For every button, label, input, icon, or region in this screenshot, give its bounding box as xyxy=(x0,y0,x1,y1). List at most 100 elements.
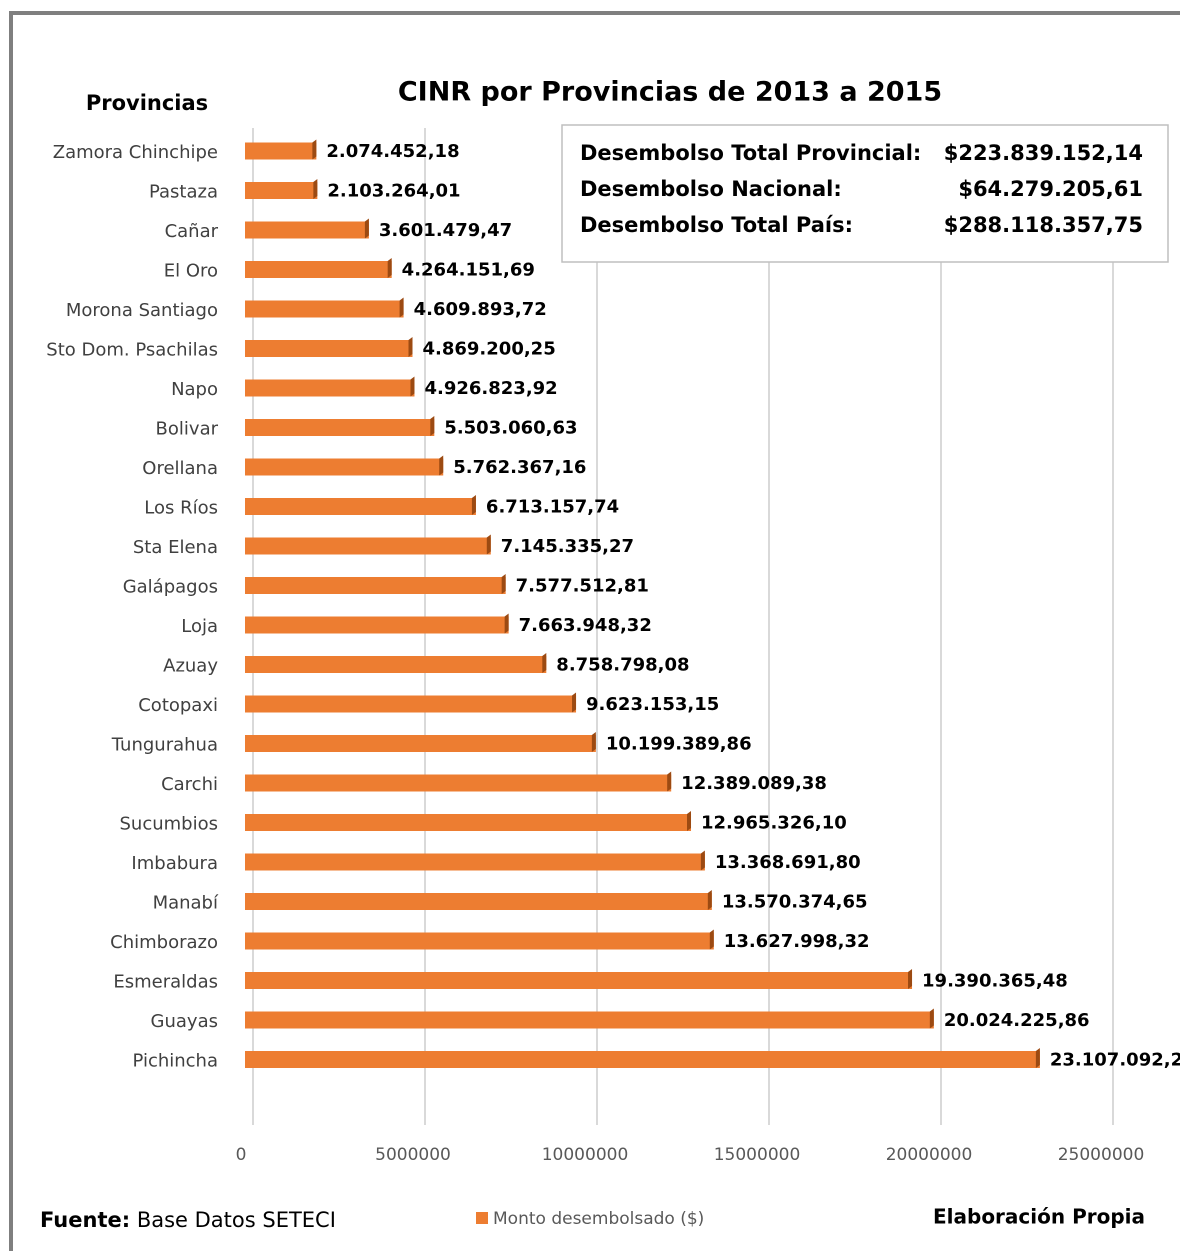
value-label: 6.713.157,74 xyxy=(486,497,619,518)
value-label: 7.663.948,32 xyxy=(519,615,652,636)
y-tick-label: El Oro xyxy=(164,261,218,282)
x-tick-label: 25000000 xyxy=(1058,1145,1145,1165)
y-tick-label: Los Ríos xyxy=(144,498,218,519)
chart-title: CINR por Provincias de 2013 a 2015 xyxy=(398,77,942,108)
y-tick-label: Manabí xyxy=(153,893,219,914)
value-label: 12.389.089,38 xyxy=(681,773,827,794)
bar xyxy=(245,261,392,278)
source-label: Fuente: xyxy=(40,1208,130,1232)
value-label: 13.570.374,65 xyxy=(722,892,868,913)
bar xyxy=(245,498,476,515)
source-text: Base Datos SETECI xyxy=(137,1208,336,1232)
value-label: 12.965.326,10 xyxy=(701,813,847,834)
bar-shade xyxy=(709,929,714,950)
summary-box xyxy=(561,124,1169,263)
bar xyxy=(245,419,435,436)
value-label: 19.390.365,48 xyxy=(922,971,1068,992)
frame xyxy=(9,11,1180,1251)
summary-label: Desembolso Nacional: xyxy=(580,177,842,201)
value-label: 20.024.225,86 xyxy=(944,1010,1090,1031)
bar-shade xyxy=(591,732,596,752)
summary-value: $288.118.357,75 xyxy=(944,213,1143,237)
y-tick-label: Orellana xyxy=(142,458,218,479)
bar-shade xyxy=(667,771,672,792)
bar-shade xyxy=(486,534,491,555)
bar xyxy=(245,972,913,989)
bar xyxy=(245,379,415,397)
bar-shade xyxy=(707,890,712,910)
y-tick-label: Sto Dom. Psachilas xyxy=(46,340,218,361)
y-tick-label: Pastaza xyxy=(149,182,218,203)
bar xyxy=(245,616,509,634)
value-label: 10.199.389,86 xyxy=(606,734,752,755)
bar xyxy=(245,142,317,160)
bar-shade xyxy=(387,258,392,278)
bar-shade xyxy=(439,455,444,476)
bar-shade xyxy=(572,692,577,713)
bar xyxy=(245,221,369,239)
bar xyxy=(245,577,506,594)
bar-shade xyxy=(908,969,913,989)
y-tick-label: Pichincha xyxy=(132,1051,218,1072)
summary-label: Desembolso Total Provincial: xyxy=(580,141,921,165)
y-tick-label: Guayas xyxy=(151,1011,218,1032)
bar-shade xyxy=(408,337,413,357)
y-tick-label: Sucumbios xyxy=(120,814,219,835)
value-label: 4.264.151,69 xyxy=(402,260,535,281)
bar-shade xyxy=(542,653,547,673)
bars: Zamora Chinchipe 2.074.452,18 Pastaza 2.103… xyxy=(46,139,1180,1072)
bar xyxy=(245,300,404,318)
y-tick-label: Azuay xyxy=(163,656,218,677)
y-tick-label: Loja xyxy=(181,616,218,637)
value-label: 3.601.479,47 xyxy=(379,220,512,241)
value-label: 7.577.512,81 xyxy=(516,576,649,597)
value-label: 9.623.153,15 xyxy=(586,694,719,715)
value-label: 4.926.823,92 xyxy=(424,378,557,399)
x-tick-label: 5000000 xyxy=(375,1145,451,1165)
y-tick-label: Zamora Chinchipe xyxy=(53,142,218,163)
bar xyxy=(245,814,692,831)
x-tick-label: 0 xyxy=(236,1145,247,1165)
credit: Elaboración Propia xyxy=(933,1205,1145,1229)
y-tick-label: Cañar xyxy=(165,221,219,242)
bar xyxy=(245,656,547,673)
bar-shade xyxy=(700,850,705,871)
bar xyxy=(245,340,413,357)
legend: Monto desembolsado ($) xyxy=(476,1209,704,1229)
y-tick-label: Esmeraldas xyxy=(113,972,218,993)
bar xyxy=(245,182,318,199)
bar xyxy=(245,458,444,476)
legend-label: Monto desembolsado ($) xyxy=(493,1209,704,1229)
y-tick-label: Cotopaxi xyxy=(138,695,218,716)
axis-title: Provincias xyxy=(86,91,208,115)
y-tick-label: Sta Elena xyxy=(133,537,218,558)
x-tick-label: 20000000 xyxy=(886,1145,973,1165)
value-label: 7.145.335,27 xyxy=(501,536,634,557)
bar-shade xyxy=(312,139,317,160)
bar-shade xyxy=(929,1008,934,1029)
bar-shade xyxy=(410,376,415,397)
value-label: 4.869.200,25 xyxy=(423,339,556,360)
value-label: 4.609.893,72 xyxy=(414,299,547,320)
value-label: 5.503.060,63 xyxy=(444,418,577,439)
bar xyxy=(245,932,714,950)
bar-shade xyxy=(399,297,404,318)
y-tick-label: Napo xyxy=(171,379,218,400)
summary-value: $64.279.205,61 xyxy=(958,177,1143,201)
bar xyxy=(245,853,705,871)
y-tick-label: Galápagos xyxy=(123,577,218,598)
bar-shade xyxy=(430,416,435,436)
bar-shade xyxy=(471,495,476,515)
bar xyxy=(245,695,577,713)
value-label: 2.074.452,18 xyxy=(326,141,459,162)
bar-shade xyxy=(504,613,509,634)
bar-shade xyxy=(1035,1048,1040,1068)
value-label: 8.758.798,08 xyxy=(556,655,689,676)
bar xyxy=(245,537,491,555)
bar xyxy=(245,735,596,752)
bar-shade xyxy=(501,574,506,594)
bar-shade xyxy=(364,218,369,239)
y-tick-label: Carchi xyxy=(161,774,218,795)
value-label: 13.368.691,80 xyxy=(715,852,861,873)
